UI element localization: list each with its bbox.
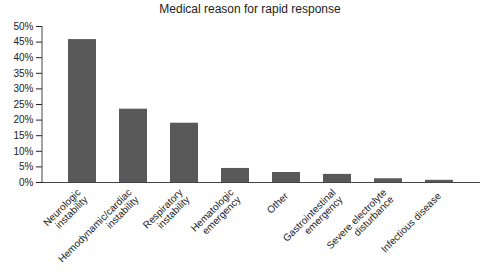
svg-text:Respiratoryinstability: Respiratoryinstability [141,187,192,238]
svg-text:0%: 0% [19,177,34,188]
svg-text:40%: 40% [13,52,33,63]
svg-text:5%: 5% [19,161,34,172]
svg-text:10%: 10% [13,146,33,157]
svg-text:20%: 20% [13,114,33,125]
svg-text:15%: 15% [13,130,33,141]
svg-text:30%: 30% [13,83,33,94]
svg-text:45%: 45% [13,36,33,47]
svg-text:Infectious disease: Infectious disease [379,190,444,255]
svg-text:Other: Other [265,190,291,216]
svg-text:Neurologicinstability: Neurologicinstability [41,187,90,236]
svg-text:25%: 25% [13,99,33,110]
svg-text:35%: 35% [13,68,33,79]
svg-text:Hemodynamic/cardiacinstability: Hemodynamic/cardiacinstability [56,187,141,272]
svg-text:50%: 50% [13,21,33,32]
svg-text:Hematologicemergency: Hematologicemergency [189,187,243,241]
